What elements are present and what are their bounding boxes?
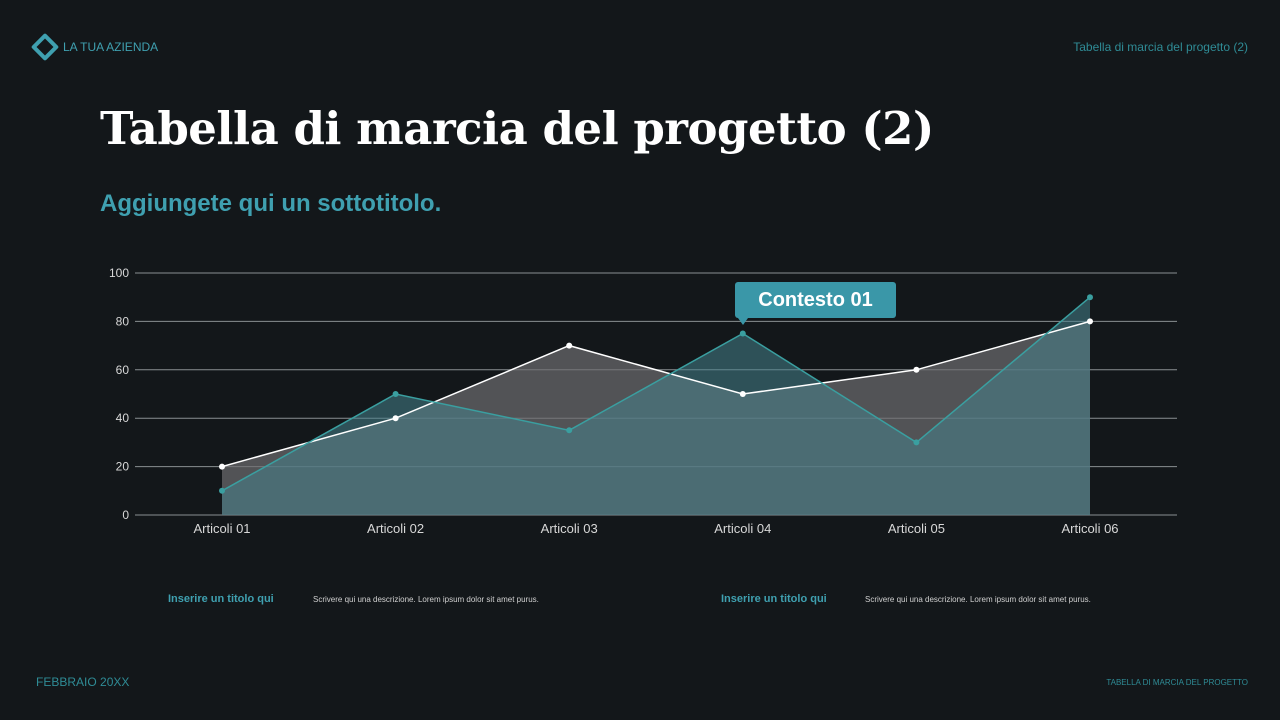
y-tick-label: 100: [109, 266, 129, 280]
data-point: [913, 439, 920, 446]
data-point: [1087, 318, 1093, 325]
x-tick-label: Articoli 05: [888, 521, 945, 536]
callout-label: Contesto 01: [735, 282, 896, 325]
data-point: [219, 463, 225, 470]
y-tick-label: 40: [116, 411, 130, 425]
data-point: [739, 330, 746, 337]
note-title-2: Inserire un titolo qui: [721, 593, 827, 605]
data-point: [913, 366, 920, 373]
data-point: [392, 415, 399, 422]
x-tick-label: Articoli 02: [367, 521, 424, 536]
note-desc-1: Scrivere qui una descrizione. Lorem ipsu…: [313, 595, 539, 604]
note-title-1: Inserire un titolo qui: [168, 593, 274, 605]
data-point: [1087, 294, 1093, 301]
x-tick-label: Articoli 01: [193, 521, 250, 536]
company-name: LA TUA AZIENDA: [63, 40, 159, 54]
footer-date: FEBBRAIO 20XX: [36, 675, 130, 689]
header-title: Tabella di marcia del progetto (2): [1073, 40, 1248, 54]
series-area-2: [222, 297, 1090, 515]
footer-title: TABELLA DI MARCIA DEL PROGETTO: [1106, 678, 1248, 687]
y-tick-label: 60: [116, 363, 130, 377]
note-desc-2: Scrivere qui una descrizione. Lorem ipsu…: [865, 595, 1091, 604]
page-subtitle: Aggiungete qui un sottotitolo.: [100, 190, 442, 217]
logo: LA TUA AZIENDA: [30, 32, 159, 62]
data-point: [219, 487, 225, 494]
data-point: [566, 342, 573, 349]
data-point: [392, 391, 399, 397]
y-tick-label: 0: [122, 508, 129, 522]
data-point: [566, 427, 573, 434]
y-tick-label: 20: [116, 460, 130, 474]
page-title: Tabella di marcia del progetto (2): [100, 102, 934, 155]
x-tick-label: Articoli 03: [541, 521, 598, 536]
series-line-1: [221, 320, 1091, 468]
y-tick-label: 80: [116, 314, 130, 328]
x-tick-label: Articoli 04: [714, 521, 771, 536]
series-line-2: [221, 296, 1091, 492]
x-tick-label: Articoli 06: [1061, 521, 1118, 536]
data-point: [739, 391, 746, 397]
